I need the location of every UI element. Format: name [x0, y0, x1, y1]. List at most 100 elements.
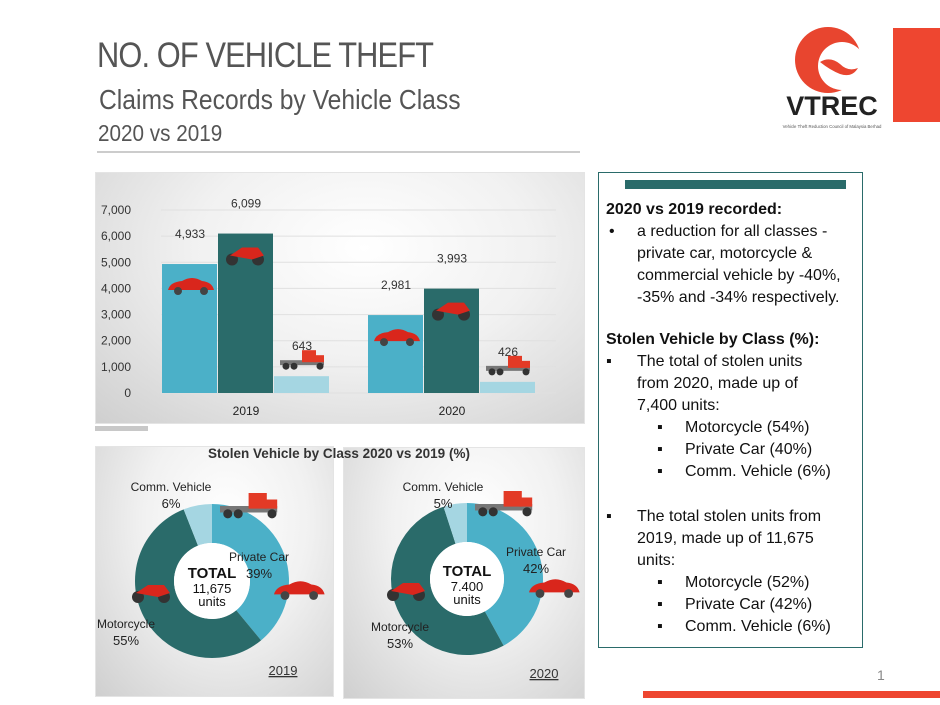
bar-data-label: 2,981 — [381, 278, 411, 292]
summary-line: The total stolen units from — [637, 508, 822, 525]
slice-percent: 39% — [246, 566, 272, 581]
x-category-label: 2020 — [439, 404, 466, 418]
car-wheel — [535, 589, 545, 598]
motorcycle-icon — [226, 247, 264, 266]
summary-header-bar — [625, 180, 846, 189]
car-wheel — [200, 287, 208, 296]
donut-total-unit: units — [198, 594, 226, 609]
donut-hole — [430, 542, 504, 616]
car-wheel — [309, 591, 318, 600]
slice-label: Private Car — [506, 545, 566, 559]
donut-total-value: 7.400 — [451, 579, 484, 594]
donut-panel-2019: TOTAL 11,675 units Private Car 39% Motorcycle… — [95, 446, 334, 697]
square-bullet-icon: ▪ — [657, 463, 663, 480]
slice-percent: 5% — [434, 496, 453, 511]
slice-label: Private Car — [229, 550, 289, 564]
donut-slice-comm-vehicle — [443, 503, 467, 544]
donut-slice-comm-vehicle — [183, 504, 212, 546]
square-bullet-icon: ▪ — [657, 574, 663, 591]
square-bullet-icon: ▪ — [606, 353, 612, 370]
donut-total-unit: units — [453, 592, 481, 607]
car-body — [274, 581, 325, 595]
truck-wheel — [522, 507, 532, 517]
x-category-label: 2019 — [233, 404, 260, 418]
bar-comm-vehicle-2020 — [480, 381, 535, 393]
truck-icon — [475, 491, 533, 517]
square-bullet-icon: ▪ — [657, 618, 663, 635]
truck-wheel — [233, 509, 243, 519]
summary-line: a reduction for all classes - — [637, 223, 828, 240]
slice-percent: 55% — [113, 633, 139, 648]
truck-wheel — [478, 507, 488, 517]
summary-line: from 2020, made up of — [637, 375, 798, 392]
truck-wheel — [496, 368, 504, 376]
moto-body — [136, 585, 170, 597]
truck-chassis — [486, 365, 530, 371]
truck-hood — [314, 355, 324, 363]
car-body — [529, 579, 580, 593]
bar-comm-vehicle-2019 — [274, 376, 329, 393]
car-icon — [168, 278, 214, 296]
bar-data-label: 4,933 — [175, 227, 205, 241]
summary-heading: 2020 vs 2019 recorded: — [606, 201, 783, 218]
slice-label: Comm. Vehicle — [131, 480, 212, 494]
truck-wheel — [267, 509, 277, 519]
page-title: NO. OF VEHICLE THEFT — [97, 36, 434, 75]
page-subtitle: Claims Records by Vehicle Class — [99, 84, 461, 115]
square-bullet-icon: ▪ — [657, 441, 663, 458]
donut-year-label: 2020 — [530, 666, 559, 681]
decorative-bar — [95, 426, 148, 431]
summary-subitem: Comm. Vehicle (6%) — [685, 618, 831, 635]
truck-wheel — [282, 362, 290, 370]
slice-label: Motorcycle — [371, 620, 429, 634]
donut-slice-private-car — [212, 504, 289, 641]
summary-line: commercial vehicle by -40%, — [637, 267, 841, 284]
truck-cab — [508, 355, 522, 368]
page-number: 1 — [877, 667, 885, 683]
y-tick-label: 0 — [124, 386, 131, 400]
truck-wheel — [290, 362, 298, 370]
vtrec-logo: VTREC Vehicle Theft Reduction Council of… — [780, 22, 890, 132]
truck-cab — [248, 493, 267, 509]
bar-chart: 0 1,000 2,000 3,000 4,000 5,000 6,000 7,000 2019… — [101, 197, 556, 418]
summary-line: The total of stolen units — [637, 353, 803, 370]
accent-block — [893, 28, 940, 122]
donut-total-title: TOTAL — [188, 565, 237, 582]
title-divider — [97, 151, 580, 153]
donut-slice-motorcycle — [135, 509, 262, 658]
donut-title: Stolen Vehicle by Class 2020 vs 2019 (%) — [208, 446, 470, 461]
moto-wheel — [387, 589, 399, 601]
slice-label: Comm. Vehicle — [403, 480, 484, 494]
moto-wheel — [132, 591, 144, 603]
truck-hood — [264, 499, 278, 509]
donut-year-label: 2019 — [269, 663, 298, 678]
donut-slice-motorcycle — [390, 506, 504, 655]
donut-slice-private-car — [467, 503, 543, 646]
truck-chassis — [475, 504, 533, 511]
truck-wheel — [488, 368, 496, 376]
moto-wheel — [432, 308, 444, 321]
car-icon — [529, 579, 580, 598]
truck-hood — [520, 360, 530, 368]
y-tick-label: 7,000 — [101, 203, 131, 217]
bar-data-label: 6,099 — [231, 197, 261, 211]
car-wheel — [280, 591, 290, 600]
motorcycle-icon — [387, 583, 425, 601]
bar-chart-panel: 0 1,000 2,000 3,000 4,000 5,000 6,000 7,000 2019… — [95, 172, 585, 424]
truck-chassis — [280, 360, 324, 366]
summary-subitem: Comm. Vehicle (6%) — [685, 463, 831, 480]
car-wheel — [174, 287, 182, 296]
y-tick-label: 4,000 — [101, 281, 131, 295]
donut-hole — [174, 543, 250, 619]
y-tick-label: 2,000 — [101, 334, 131, 348]
car-body — [374, 329, 420, 342]
car-wheel — [564, 589, 573, 598]
moto-wheel — [226, 253, 238, 266]
y-tick-label: 6,000 — [101, 229, 131, 243]
bullet-icon: • — [609, 223, 615, 240]
summary-subitem: Private Car (42%) — [685, 596, 813, 613]
motorcycle-icon — [132, 585, 170, 603]
summary-box — [598, 172, 863, 648]
car-icon — [274, 581, 325, 600]
